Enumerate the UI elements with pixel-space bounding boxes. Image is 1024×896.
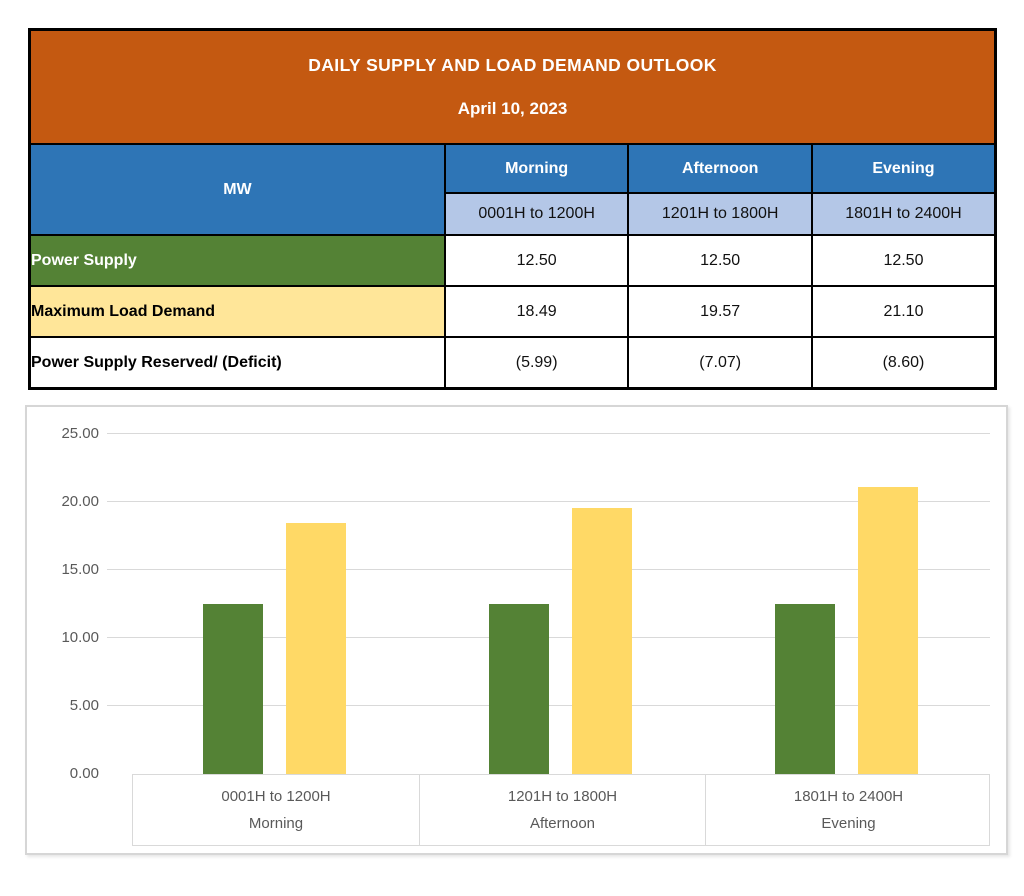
gridline-25.00 [107,433,990,434]
table-date: April 10, 2023 [457,99,568,119]
table-title: DAILY SUPPLY AND LOAD DEMAND OUTLOOK [308,54,717,75]
y-axis-tick-label: 15.00 [61,561,99,578]
daily-outlook-table: DAILY SUPPLY AND LOAD DEMAND OUTLOOK Apr… [28,28,997,390]
category-period-label: Morning [248,815,304,832]
period-header-afternoon: Afternoon [627,143,813,194]
value-power-supply-afternoon: 12.50 [627,234,813,287]
value-power-supply-evening: 12.50 [810,234,997,287]
category-group-morning: 0001H to 1200H Morning [133,775,419,845]
gridline-15.00 [107,569,990,570]
supply-demand-bar-chart: 0.00 5.00 10.00 15.00 20.00 25.00 0001H to 120… [25,405,1008,855]
row-label-max-load-demand: Maximum Load Demand [28,285,446,338]
bar-max-load-demand-afternoon [571,507,632,774]
category-range-label: 1801H to 2400H [793,788,904,805]
bar-power-supply-morning [202,604,263,774]
table-row-power-supply: Power Supply 12.50 12.50 12.50 [28,234,997,287]
y-axis-tick-label: 25.00 [61,425,99,442]
bar-power-supply-afternoon [488,604,549,774]
unit-header-cell: MW [28,143,446,236]
period-header-evening: Evening [810,143,997,194]
bar-max-load-demand-morning [285,522,346,774]
value-reserve-deficit-morning: (5.99) [443,336,630,390]
table-row-reserve-deficit: Power Supply Reserved/ (Deficit) (5.99) … [28,336,997,390]
row-label-reserve-deficit: Power Supply Reserved/ (Deficit) [28,336,446,390]
value-max-load-demand-morning: 18.49 [443,285,630,338]
period-header-morning: Morning [443,143,630,194]
category-range-label: 0001H to 1200H [221,788,331,805]
gridline-20.00 [107,501,990,502]
value-reserve-deficit-evening: (8.60) [810,336,997,390]
y-axis-tick-label: 10.00 [61,629,99,646]
range-header-afternoon: 1201H to 1800H [627,192,813,236]
gridline-10.00 [107,637,990,638]
y-axis-tick-label: 5.00 [69,697,99,714]
category-group-afternoon: 1201H to 1800H Afternoon [419,775,705,845]
x-axis-label-area: 0001H to 1200H Morning 1201H to 1800H After… [132,774,990,846]
category-range-label: 1201H to 1800H [507,788,618,805]
chart-plot-area: 0.00 5.00 10.00 15.00 20.00 25.00 0001H to 120… [27,407,1006,853]
category-period-label: Afternoon [529,815,596,832]
value-max-load-demand-evening: 21.10 [810,285,997,338]
range-header-evening: 1801H to 2400H [810,192,997,236]
bar-power-supply-evening [774,604,835,774]
bar-max-load-demand-evening [857,487,918,774]
table-row-max-load-demand: Maximum Load Demand 18.49 19.57 21.10 [28,285,997,338]
range-header-morning: 0001H to 1200H [443,192,630,236]
y-axis-tick-label: 20.00 [61,493,99,510]
value-max-load-demand-afternoon: 19.57 [627,285,813,338]
table-header-banner: DAILY SUPPLY AND LOAD DEMAND OUTLOOK Apr… [28,28,997,145]
category-period-label: Evening [821,815,876,832]
table-range-header-row: 0001H to 1200H 1201H to 1800H 1801H to 2… [30,192,997,236]
category-group-evening: 1801H to 2400H Evening [705,775,991,845]
y-axis-tick-label: 0.00 [69,765,99,782]
value-power-supply-morning: 12.50 [443,234,630,287]
gridline-5.00 [107,705,990,706]
table-period-header-row: MW Morning Afternoon Evening [28,143,997,236]
value-reserve-deficit-afternoon: (7.07) [627,336,813,390]
table-title-row: DAILY SUPPLY AND LOAD DEMAND OUTLOOK Apr… [28,28,997,145]
row-label-power-supply: Power Supply [28,234,446,287]
